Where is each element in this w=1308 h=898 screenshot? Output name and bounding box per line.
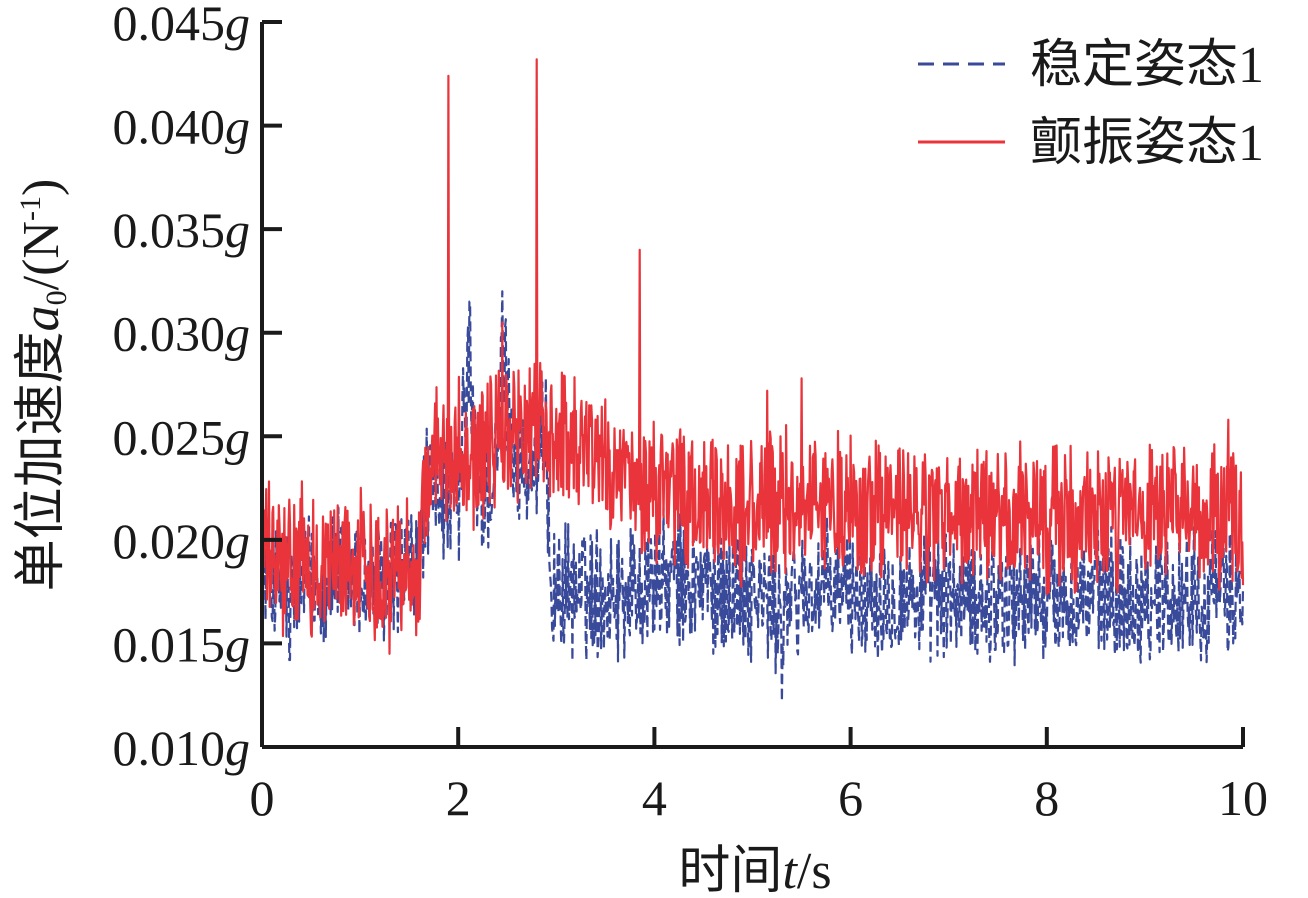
y-tick-label-number: 0.010 [113, 720, 226, 776]
y-tick-label-unit: g [225, 0, 250, 51]
y-axis-label-prefix: 单位加速度 [13, 331, 70, 591]
y-tick-label-number: 0.025 [113, 409, 226, 465]
y-axis-label: 单位加速度a0/(N-1) [13, 179, 73, 592]
y-tick-label: 0.025g [113, 409, 251, 465]
legend-label-flutter: 颤振姿态1 [1030, 115, 1264, 172]
y-tick-label-unit: g [225, 202, 250, 258]
x-tick-label: 2 [446, 770, 471, 826]
y-tick-label: 0.020g [113, 513, 251, 569]
y-axis-label-unit-open: /(N [13, 221, 70, 290]
y-axis-label-sub: 0 [40, 290, 73, 305]
series-line-1 [260, 58, 1245, 655]
y-tick-label-number: 0.015 [113, 616, 226, 672]
y-tick-label-unit: g [225, 306, 250, 362]
y-tick-label-unit: g [225, 616, 250, 672]
y-axis-label-unit-close: ) [13, 179, 70, 196]
x-axis-label-suffix: /s [797, 843, 832, 898]
y-tick-label-number: 0.045 [113, 0, 226, 51]
axes-layer [260, 22, 1243, 749]
legend-label-stable: 稳定姿态1 [1030, 37, 1264, 94]
x-tick-label: 8 [1034, 770, 1059, 826]
y-tick-label: 0.045g [113, 0, 251, 51]
plot-area: 0.010g0.015g0.020g0.025g0.030g0.035g0.04… [113, 0, 1269, 826]
y-tick-label-number: 0.035 [113, 202, 226, 258]
x-axis-label-prefix: 时间 [678, 843, 782, 898]
y-tick-label-unit: g [225, 409, 250, 465]
ticks-layer: 0.010g0.015g0.020g0.025g0.030g0.035g0.04… [113, 0, 1269, 826]
series-layer [260, 58, 1245, 703]
x-tick-label: 6 [838, 770, 863, 826]
y-tick-label: 0.030g [113, 306, 251, 362]
y-tick-label-unit: g [225, 99, 250, 155]
y-tick-label-number: 0.030 [113, 306, 226, 362]
y-tick-label: 0.040g [113, 99, 251, 155]
y-axis-label-sup: -1 [14, 196, 47, 221]
y-tick-label-unit: g [225, 720, 250, 776]
x-tick-label: 10 [1218, 770, 1268, 826]
x-axis-label: 时间t/s [678, 843, 831, 898]
x-axis-label-var: t [782, 843, 798, 898]
y-tick-label-unit: g [225, 513, 250, 569]
x-tick-label: 4 [642, 770, 667, 826]
x-tick-label: 0 [250, 770, 275, 826]
y-tick-label-number: 0.040 [113, 99, 226, 155]
y-tick-label: 0.015g [113, 616, 251, 672]
y-axis-label-var: a [13, 305, 70, 331]
y-tick-label-number: 0.020 [113, 513, 226, 569]
y-tick-label: 0.035g [113, 202, 251, 258]
legend: 稳定姿态1 颤振姿态1 [918, 37, 1264, 172]
y-tick-label: 0.010g [113, 720, 251, 776]
